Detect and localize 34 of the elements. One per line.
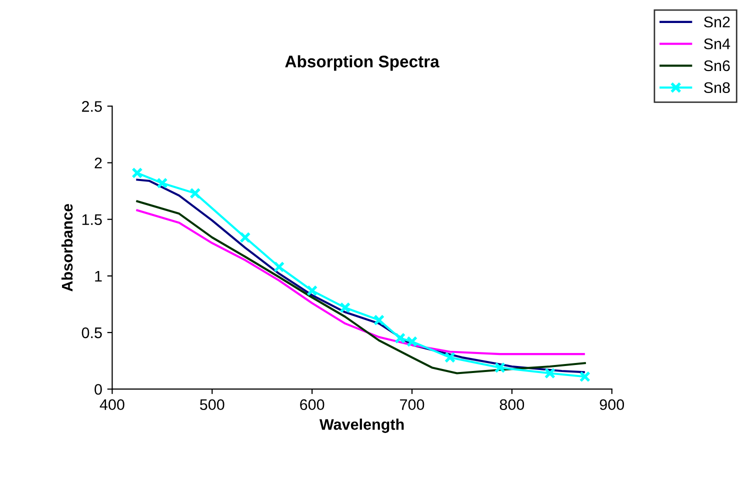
x-tick-label: 500: [200, 399, 224, 410]
point: [494, 362, 506, 374]
point: [156, 178, 168, 189]
x-tick-label: 700: [400, 399, 424, 410]
legend-label: Sn4: [704, 38, 730, 50]
point: [394, 332, 406, 344]
legend-label: Sn2: [704, 16, 730, 28]
y-tick-label: 2.5: [82, 101, 102, 112]
x-tick-label: 800: [500, 399, 524, 410]
y-tick-label: 0.5: [82, 327, 102, 338]
line-series: [136, 209, 585, 356]
point: [373, 314, 385, 326]
point: [240, 232, 251, 244]
legend-label: Sn8: [704, 82, 730, 94]
y-tick-label: 1.5: [82, 214, 102, 226]
x-tick-label: 600: [300, 399, 324, 410]
y-tick-label: 1: [95, 270, 102, 282]
point: [274, 261, 285, 272]
point: [579, 371, 590, 382]
chart-title: Absorption Spectra: [285, 55, 440, 71]
point: [544, 368, 556, 379]
point: [132, 167, 143, 178]
y-tick-label: 0: [94, 384, 102, 395]
point: [339, 302, 351, 314]
x-axis-title: Wavelength: [319, 418, 404, 433]
point: [406, 336, 418, 348]
y-tick-label: 2: [94, 158, 102, 168]
point: [190, 188, 201, 199]
point: [444, 352, 456, 363]
y-axis-title: Absorbance: [61, 204, 73, 292]
legend-label: Sn6: [704, 60, 730, 72]
x-tick-label: 400: [100, 399, 124, 410]
point: [306, 285, 318, 296]
x-tick-label: 900: [600, 399, 624, 410]
